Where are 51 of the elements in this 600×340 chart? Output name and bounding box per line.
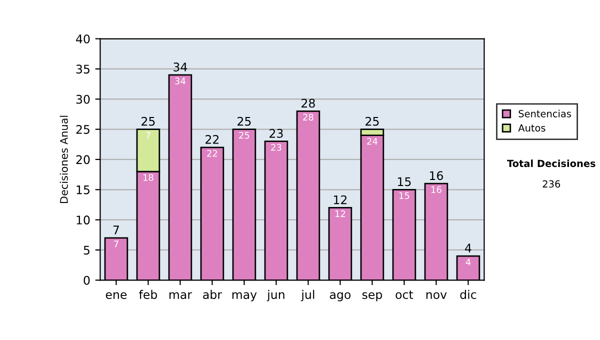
y-tick-label: 35 [76, 64, 90, 74]
y-tick-label: 10 [76, 216, 90, 224]
x-tick-label: oct [396, 290, 414, 300]
x-tick-label: ene [106, 292, 127, 300]
total-label: 23 [270, 128, 283, 138]
data-label: 7 [146, 132, 150, 139]
data-label: 28 [303, 114, 314, 121]
x-tick-label: feb [139, 290, 158, 300]
y-tick-label: 5 [84, 246, 90, 255]
x-tick-label: mar [169, 292, 192, 300]
data-label: 23 [271, 144, 282, 151]
data-label: 4 [466, 258, 471, 266]
legend-label: Sentencias [518, 110, 571, 118]
total-label: 22 [206, 134, 219, 144]
text: Total Decisiones [507, 160, 596, 168]
total-label: 7 [113, 226, 119, 234]
x-tick-label: sep [362, 292, 382, 302]
legend-label: Autos [518, 124, 546, 132]
data-label: 15 [399, 192, 410, 200]
y-tick-label: 20 [76, 155, 90, 164]
data-label: 34 [175, 78, 186, 84]
total-label: 25 [142, 116, 155, 126]
y-tick-label: 40 [76, 34, 90, 44]
x-tick-label: ago [330, 292, 351, 302]
x-tick-label: may [232, 292, 257, 302]
data-label: 16 [431, 186, 442, 193]
x-tick-label: abr [203, 290, 222, 300]
data-label: 18 [143, 174, 154, 181]
data-label: 24 [367, 138, 378, 145]
x-tick-label: jul [300, 290, 314, 302]
total-label: 25 [366, 116, 379, 126]
y-tick-label: 15 [76, 186, 90, 194]
x-tick-label: dic [460, 290, 476, 300]
data-label: 22 [207, 150, 218, 157]
y-tick-label: 0 [84, 276, 90, 285]
total-label: 4 [465, 244, 472, 252]
x-tick-label: nov [426, 292, 447, 300]
text: 236 [542, 180, 560, 188]
y-tick-label: 30 [76, 94, 90, 104]
data-label: 7 [114, 240, 118, 248]
total-label: 28 [302, 98, 315, 108]
total-label: 16 [430, 171, 443, 180]
y-axis-title: Decisiones Anual [60, 116, 68, 203]
total-label: 34 [174, 62, 188, 72]
y-tick-label: 25 [76, 125, 90, 134]
data-label: 12 [335, 210, 346, 218]
x-tick-label: jun [266, 290, 284, 302]
total-label: 25 [238, 116, 251, 126]
total-label: 15 [398, 177, 411, 186]
data-label: 25 [239, 132, 250, 139]
total-label: 12 [334, 195, 347, 204]
